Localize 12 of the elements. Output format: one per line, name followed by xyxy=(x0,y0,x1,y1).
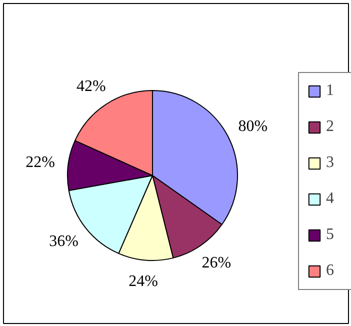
data-label: 24% xyxy=(128,272,158,290)
legend-label: 2 xyxy=(326,117,335,137)
data-label: 22% xyxy=(26,154,55,171)
legend-label: 5 xyxy=(326,225,335,245)
legend-label: 1 xyxy=(326,81,335,101)
legend-label: 3 xyxy=(326,153,335,173)
data-label: 36% xyxy=(49,232,79,250)
data-label: 80% xyxy=(238,118,268,136)
data-label: 26% xyxy=(202,254,232,272)
data-label: 42% xyxy=(76,78,106,95)
legend-label: 6 xyxy=(326,261,335,281)
legend-label: 4 xyxy=(326,189,335,209)
